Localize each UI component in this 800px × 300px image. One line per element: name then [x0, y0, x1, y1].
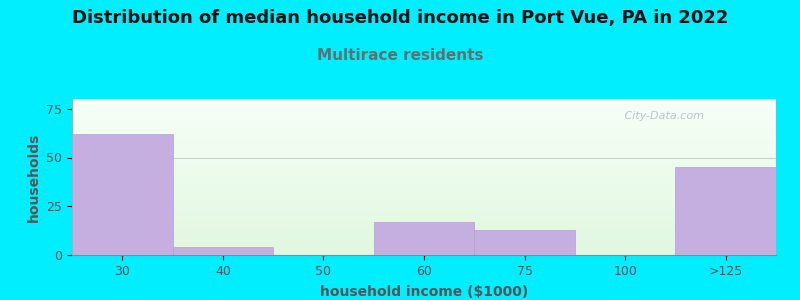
Text: City-Data.com: City-Data.com	[621, 112, 704, 122]
Bar	[173, 247, 273, 255]
Text: Distribution of median household income in Port Vue, PA in 2022: Distribution of median household income …	[72, 9, 728, 27]
Bar	[675, 167, 776, 255]
Text: Multirace residents: Multirace residents	[317, 48, 483, 63]
Bar	[72, 134, 173, 255]
Bar	[474, 230, 575, 255]
X-axis label: household income ($1000): household income ($1000)	[320, 285, 528, 299]
Y-axis label: households: households	[26, 132, 41, 222]
Bar	[374, 222, 474, 255]
